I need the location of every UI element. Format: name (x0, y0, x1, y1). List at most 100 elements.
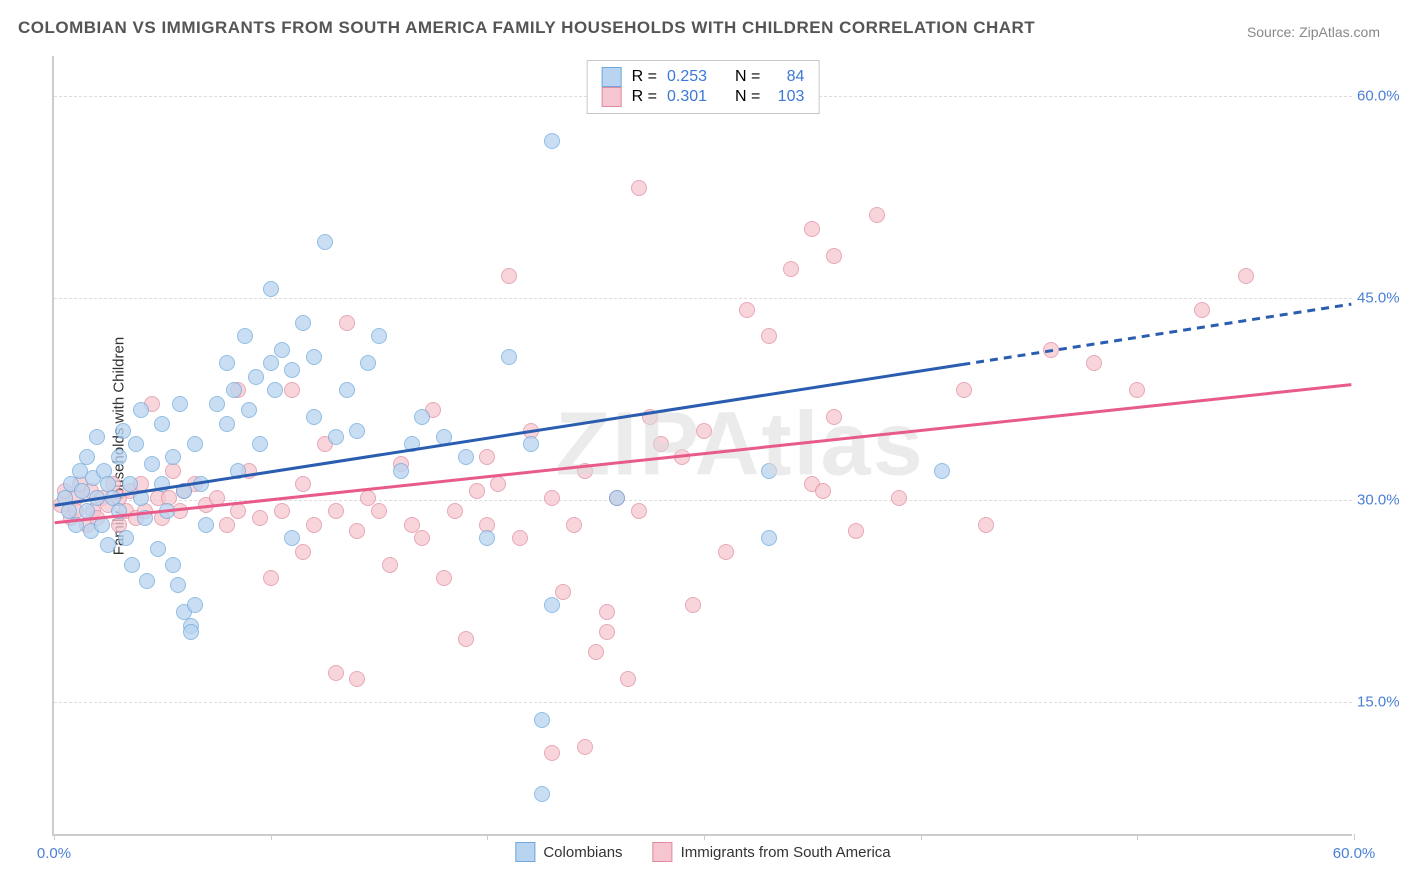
data-point (79, 449, 95, 465)
data-point (685, 597, 701, 613)
gridline (54, 298, 1352, 299)
data-point (577, 463, 593, 479)
data-point (349, 671, 365, 687)
data-point (89, 429, 105, 445)
data-point (124, 557, 140, 573)
legend-swatch (602, 67, 622, 87)
data-point (436, 429, 452, 445)
data-point (404, 517, 420, 533)
data-point (414, 409, 430, 425)
x-tick (271, 834, 272, 840)
data-point (869, 207, 885, 223)
r-value: 0.301 (667, 88, 707, 106)
data-point (248, 369, 264, 385)
legend-label: Immigrants from South America (681, 844, 891, 861)
trend-lines (54, 56, 1352, 834)
gridline (54, 500, 1352, 501)
data-point (469, 483, 485, 499)
data-point (219, 517, 235, 533)
data-point (187, 597, 203, 613)
data-point (523, 436, 539, 452)
data-point (577, 739, 593, 755)
data-point (183, 624, 199, 640)
data-point (154, 416, 170, 432)
y-tick-label: 60.0% (1357, 88, 1406, 105)
data-point (263, 570, 279, 586)
x-tick-label: 0.0% (37, 845, 71, 862)
data-point (1086, 355, 1102, 371)
data-point (544, 745, 560, 761)
data-point (458, 631, 474, 647)
data-point (544, 133, 560, 149)
data-point (263, 281, 279, 297)
data-point (631, 180, 647, 196)
data-point (165, 557, 181, 573)
data-point (133, 490, 149, 506)
data-point (68, 517, 84, 533)
data-point (360, 355, 376, 371)
data-point (956, 382, 972, 398)
data-point (804, 221, 820, 237)
data-point (479, 530, 495, 546)
data-point (501, 349, 517, 365)
y-tick-label: 30.0% (1357, 491, 1406, 508)
x-tick (54, 834, 55, 840)
data-point (219, 416, 235, 432)
data-point (534, 786, 550, 802)
data-point (128, 436, 144, 452)
data-point (371, 503, 387, 519)
y-tick-label: 15.0% (1357, 693, 1406, 710)
data-point (815, 483, 831, 499)
legend-swatch (653, 842, 673, 862)
data-point (382, 557, 398, 573)
x-tick (1354, 834, 1355, 840)
data-point (209, 396, 225, 412)
data-point (144, 456, 160, 472)
x-tick (704, 834, 705, 840)
source-label: Source: ZipAtlas.com (1247, 24, 1380, 40)
data-point (150, 541, 166, 557)
data-point (274, 342, 290, 358)
plot-area: ZIPAtlas R =0.253N =84R =0.301N =103 Col… (52, 56, 1352, 836)
data-point (154, 476, 170, 492)
data-point (284, 362, 300, 378)
data-point (339, 315, 355, 331)
data-point (89, 490, 105, 506)
data-point (122, 476, 138, 492)
data-point (284, 530, 300, 546)
legend-item: Immigrants from South America (653, 842, 891, 862)
data-point (599, 624, 615, 640)
data-point (1238, 268, 1254, 284)
data-point (501, 268, 517, 284)
legend-label: Colombians (543, 844, 622, 861)
data-point (761, 530, 777, 546)
data-point (761, 328, 777, 344)
data-point (447, 503, 463, 519)
data-point (761, 463, 777, 479)
data-point (891, 490, 907, 506)
data-point (176, 483, 192, 499)
legend-swatch (602, 87, 622, 107)
data-point (1043, 342, 1059, 358)
data-point (1194, 302, 1210, 318)
data-point (263, 355, 279, 371)
data-point (566, 517, 582, 533)
stats-row: R =0.301N =103 (602, 87, 805, 107)
data-point (139, 573, 155, 589)
x-tick (487, 834, 488, 840)
data-point (237, 328, 253, 344)
x-tick-label: 60.0% (1333, 845, 1376, 862)
legend-item: Colombians (515, 842, 622, 862)
data-point (100, 537, 116, 553)
data-point (620, 671, 636, 687)
legend-swatch (515, 842, 535, 862)
data-point (94, 517, 110, 533)
data-point (826, 409, 842, 425)
data-point (187, 436, 203, 452)
data-point (306, 349, 322, 365)
y-tick-label: 45.0% (1357, 290, 1406, 307)
data-point (209, 490, 225, 506)
data-point (193, 476, 209, 492)
watermark-text: ZIPAtlas (555, 394, 924, 497)
data-point (267, 382, 283, 398)
